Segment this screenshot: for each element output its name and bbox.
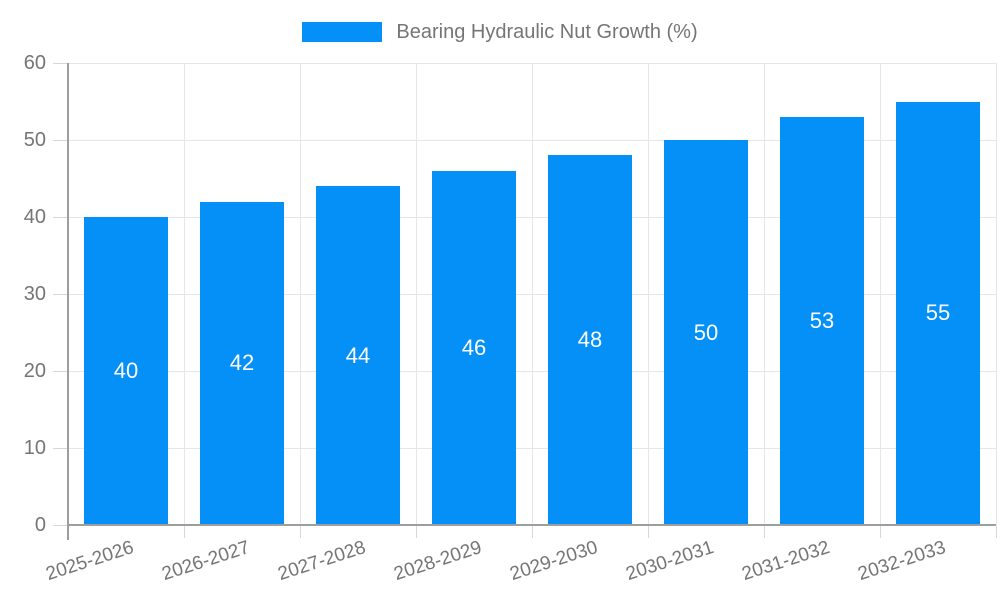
legend-item[interactable]: Bearing Hydraulic Nut Growth (%) — [0, 18, 1000, 46]
bar[interactable] — [84, 217, 168, 525]
v-gridline — [879, 63, 881, 525]
x-axis-line — [67, 524, 996, 526]
y-axis-tick — [53, 370, 68, 372]
y-axis-tick — [53, 447, 68, 449]
y-axis-label: 50 — [23, 129, 46, 151]
y-axis-tick — [53, 216, 68, 218]
x-axis-tick — [763, 526, 765, 538]
x-axis-label: 2025-2026 — [43, 537, 137, 586]
chart-title: Bearing Hydraulic Nut Growth (%) — [396, 20, 698, 43]
v-gridline — [415, 63, 417, 525]
v-gridline — [183, 63, 185, 525]
x-axis-tick — [183, 526, 185, 538]
x-axis-label: 2026-2027 — [159, 537, 253, 586]
x-axis-tick — [879, 526, 881, 538]
y-axis-line — [67, 63, 69, 540]
x-axis-label: 2032-2033 — [855, 537, 949, 586]
x-axis-tick — [531, 526, 533, 538]
bar[interactable] — [780, 116, 864, 525]
bar[interactable] — [664, 140, 748, 525]
x-axis-tick — [299, 526, 301, 538]
y-axis-label: 20 — [23, 360, 46, 382]
y-axis-label: 30 — [23, 283, 46, 305]
x-axis-tick — [647, 526, 649, 538]
bar[interactable] — [896, 101, 980, 525]
bar[interactable] — [316, 186, 400, 525]
y-axis-label: 40 — [23, 206, 46, 228]
bar[interactable] — [432, 170, 516, 525]
x-axis-label: 2029-2030 — [507, 537, 601, 586]
y-axis-tick — [53, 139, 68, 141]
v-gridline — [995, 63, 997, 525]
y-axis-tick — [53, 293, 68, 295]
y-axis-label: 60 — [23, 52, 46, 74]
x-axis-label: 2027-2028 — [275, 537, 369, 586]
v-gridline — [299, 63, 301, 525]
v-gridline — [531, 63, 533, 525]
bar[interactable] — [200, 201, 284, 525]
v-gridline — [647, 63, 649, 525]
x-axis-tick — [415, 526, 417, 538]
x-axis-label: 2030-2031 — [623, 537, 717, 586]
v-gridline — [763, 63, 765, 525]
y-axis-label: 0 — [34, 514, 46, 536]
legend-swatch — [302, 22, 383, 42]
y-axis-tick — [53, 62, 68, 64]
x-axis-label: 2028-2029 — [391, 537, 485, 586]
bar[interactable] — [548, 155, 632, 525]
x-axis-label: 2031-2032 — [739, 537, 833, 586]
y-axis-tick — [53, 524, 68, 526]
x-axis-tick — [995, 526, 997, 538]
y-axis-label: 10 — [23, 437, 46, 459]
